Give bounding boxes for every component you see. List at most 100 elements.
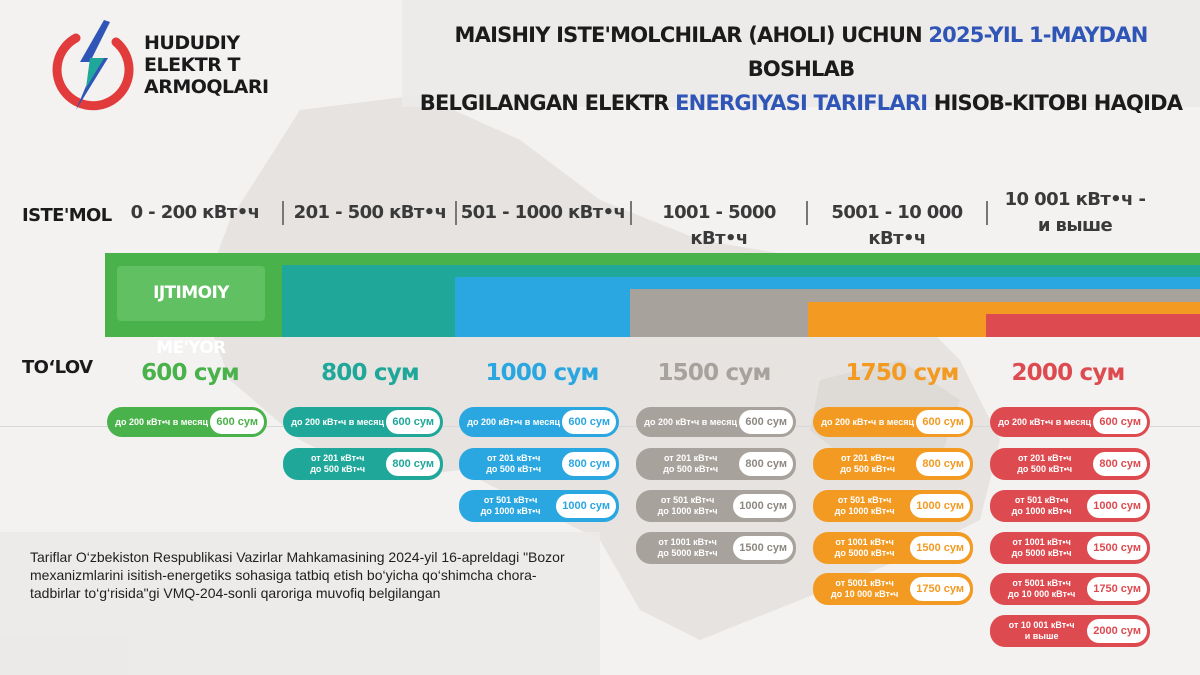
pill-text: до 200 кВт•ч в месяц [291,416,385,427]
pill-text-line: от 201 кВт•ч [310,453,365,463]
note-panel [0,532,600,675]
social-norm-label: IJTIMOIY ME'YOR [117,266,265,358]
breakdown-pill: до 200 кВт•ч в месяц 600 сум [636,407,796,437]
title-text: MAISHIY ISTE'MOLCHILAR (AHOLI) UCHUN [454,23,929,47]
tier-range-last: 10 001 кВт•ч - и выше [990,187,1160,239]
divider [455,201,457,225]
legal-note: Tariflar O‘zbekiston Respublikasi Vazirl… [30,549,565,601]
pill-value: 1500 сум [910,536,970,560]
pill-value: 800 сум [1093,452,1147,476]
tier-range: 0 - 200 кВт•ч [130,202,260,223]
pill-text-line: от 501 кВт•ч [483,495,538,505]
tier-range: 5001 - 10 000 кВт•ч [831,202,963,249]
breakdown-pill: до 200 кВт•ч в месяц 600 сум [107,407,267,437]
pill-text-line: от 201 кВт•ч [486,453,541,463]
pill-text: до 200 кВт•ч в месяц [115,416,209,427]
pill-value: 600 сум [210,410,264,434]
brand-name: HUDUDIY ELEKTR T ARMOQLARI [144,32,269,98]
tier-range: 201 - 500 кВт•ч [293,202,447,223]
pill-value: 1000 сум [733,494,793,518]
tier-range-line-1: 10 001 кВт•ч - [1004,189,1146,210]
pill-text: от 501 кВт•ч до 1000 кВт•ч [819,495,910,517]
pill-text-line: от 10 001 кВт•ч [1008,620,1075,630]
brand-line-1: HUDUDIY [144,32,240,54]
tier-price: 1750 сум [845,360,959,386]
breakdown-pill: от 1001 кВт•ч до 5000 кВт•ч 1500 сум [636,532,796,564]
pill-value: 600 сум [1093,410,1147,434]
tier-price: 800 сум [321,360,420,386]
tier-price: 600 сум [141,360,240,386]
breakdown-pill: от 501 кВт•ч до 1000 кВт•ч 1000 сум [813,490,973,522]
pill-text: до 200 кВт•ч в месяц [644,416,738,427]
pill-text-line: от 1001 кВт•ч [835,537,894,547]
pill-text: от 5001 кВт•ч до 10 000 кВт•ч [996,578,1087,600]
pill-text-line: до 5000 кВт•ч [834,548,895,558]
pill-text-line: от 1001 кВт•ч [1012,537,1071,547]
divider [282,201,284,225]
pill-value: 800 сум [739,452,793,476]
pill-text-line: до 5000 кВт•ч [1011,548,1072,558]
pill-text-line: до 500 кВт•ч [840,464,896,474]
breakdown-pill: от 1001 кВт•ч до 5000 кВт•ч 1500 сум [813,532,973,564]
breakdown-pill: от 501 кВт•ч до 1000 кВт•ч 1000 сум [459,490,619,522]
pill-text: от 5001 кВт•ч до 10 000 кВт•ч [819,578,910,600]
pill-text: от 501 кВт•ч до 1000 кВт•ч [465,495,556,517]
pill-value: 800 сум [386,452,440,476]
pill-value: 600 сум [386,410,440,434]
pill-text-line: от 5001 кВт•ч [835,578,894,588]
divider [630,201,632,225]
lightning-logo-icon [52,20,134,111]
breakdown-pill: от 201 кВт•ч до 500 кВт•ч 800 сум [636,448,796,480]
pill-text-line: от 501 кВт•ч [660,495,715,505]
pill-text: от 1001 кВт•ч до 5000 кВт•ч [996,537,1087,559]
pill-text-line: до 1000 кВт•ч [1011,506,1072,516]
pill-text: от 1001 кВт•ч до 5000 кВт•ч [642,537,733,559]
tier-price: 1000 сум [485,360,599,386]
pill-value: 600 сум [562,410,616,434]
breakdown-pill: от 501 кВт•ч до 1000 кВт•ч 1000 сум [636,490,796,522]
breakdown-pill: от 201 кВт•ч до 500 кВт•ч 800 сум [459,448,619,480]
pill-text: от 201 кВт•ч до 500 кВт•ч [289,453,386,475]
divider [986,201,988,225]
pill-value: 800 сум [916,452,970,476]
breakdown-pill: до 200 кВт•ч в месяц 600 сум [283,407,443,437]
title-text: BOSHLAB [747,57,855,81]
tier-range: 501 - 1000 кВт•ч [460,202,626,223]
pill-value: 1500 сум [1087,536,1147,560]
tier-range: 1001 - 5000 кВт•ч [662,202,776,249]
breakdown-pill: от 5001 кВт•ч до 10 000 кВт•ч 1750 сум [813,573,973,605]
pill-value: 1500 сум [733,536,793,560]
breakdown-pill: до 200 кВт•ч в месяц 600 сум [990,407,1150,437]
pill-text: до 200 кВт•ч в месяц [467,416,561,427]
breakdown-pill: от 10 001 кВт•ч и выше 2000 сум [990,615,1150,647]
tier-price: 2000 сум [1011,360,1125,386]
title-banner [402,0,1200,107]
pill-text: от 501 кВт•ч до 1000 кВт•ч [996,495,1087,517]
pill-text-line: от 201 кВт•ч [840,453,895,463]
pill-text-line: до 10 000 кВт•ч [830,589,899,599]
breakdown-pill: от 201 кВт•ч до 500 кВт•ч 800 сум [813,448,973,480]
tier-price: 1500 сум [657,360,771,386]
pill-text-line: до 500 кВт•ч [310,464,366,474]
pill-value: 1000 сум [910,494,970,518]
pill-text: от 201 кВт•ч до 500 кВт•ч [819,453,916,475]
pill-text-line: от 5001 кВт•ч [1012,578,1071,588]
pill-text: от 10 001 кВт•ч и выше [996,620,1087,642]
consumption-label: ISTE'MOL [22,205,112,226]
title-text: HISOB-KITOBI HAQIDA [927,91,1183,115]
pill-text-line: до 1000 кВт•ч [834,506,895,516]
breakdown-pill: от 201 кВт•ч до 500 кВт•ч 800 сум [283,448,443,480]
pill-text-line: и выше [1024,631,1059,641]
pill-text-line: от 501 кВт•ч [1014,495,1069,505]
breakdown-pill: до 200 кВт•ч в месяц 600 сум [813,407,973,437]
tier-range-line-2: и выше [1037,215,1113,236]
breakdown-pill: до 200 кВт•ч в месяц 600 сум [459,407,619,437]
pill-text-line: от 201 кВт•ч [663,453,718,463]
pill-text: от 201 кВт•ч до 500 кВт•ч [642,453,739,475]
pill-text: от 201 кВт•ч до 500 кВт•ч [465,453,562,475]
breakdown-pill: от 1001 кВт•ч до 5000 кВт•ч 1500 сум [990,532,1150,564]
pill-value: 600 сум [739,410,793,434]
title-highlight: 2025-YIL 1-MAYDAN [928,23,1148,47]
pill-text-line: до 5000 кВт•ч [657,548,718,558]
pill-text-line: до 500 кВт•ч [663,464,719,474]
